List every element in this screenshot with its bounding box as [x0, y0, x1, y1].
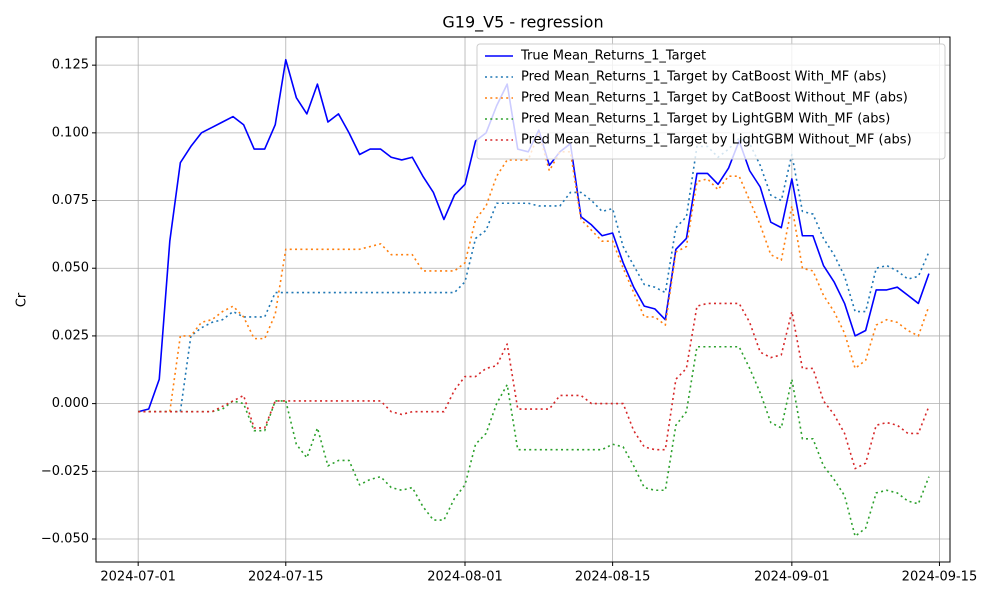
- series-line: [138, 137, 930, 413]
- grid: [96, 37, 950, 562]
- chart-title: G19_V5 - regression: [442, 13, 603, 33]
- y-tick-label: 0.050: [52, 261, 89, 276]
- y-tick-label: 0.100: [52, 125, 89, 140]
- x-tick-label: 2024-07-15: [248, 570, 324, 585]
- y-tick-label: −0.025: [41, 464, 89, 479]
- x-tick-label: 2024-09-15: [902, 570, 978, 585]
- x-tick-label: 2024-09-01: [754, 570, 830, 585]
- legend: True Mean_Returns_1_Target Pred Mean_Retu…: [476, 43, 946, 160]
- legend-label: Pred Mean_Returns_1_Target by LightGBM W…: [521, 112, 890, 127]
- legend-label: Pred Mean_Returns_1_Target by LightGBM W…: [521, 133, 912, 148]
- y-axis-label: Cr: [15, 292, 30, 307]
- x-tick-label: 2024-07-01: [100, 570, 176, 585]
- y-tick-label: 0.000: [52, 396, 89, 411]
- ticks: −0.050 −0.025 0.000 0.025 0.050 0.075 0.100 0.1…: [41, 58, 977, 585]
- y-tick-label: −0.050: [41, 531, 89, 546]
- y-tick-label: 0.025: [52, 328, 89, 343]
- x-tick-label: 2024-08-15: [575, 570, 651, 585]
- plot-frame: [95, 36, 951, 563]
- legend-label: Pred Mean_Returns_1_Target by CatBoost W…: [521, 91, 908, 106]
- y-tick-label: 0.075: [52, 193, 89, 208]
- x-tick-label: 2024-08-01: [427, 570, 503, 585]
- legend-label: True Mean_Returns_1_Target: [520, 49, 706, 64]
- y-tick-label: 0.125: [52, 58, 89, 73]
- legend-label: Pred Mean_Returns_1_Target by CatBoost W…: [521, 70, 887, 85]
- legend-box: [476, 43, 946, 160]
